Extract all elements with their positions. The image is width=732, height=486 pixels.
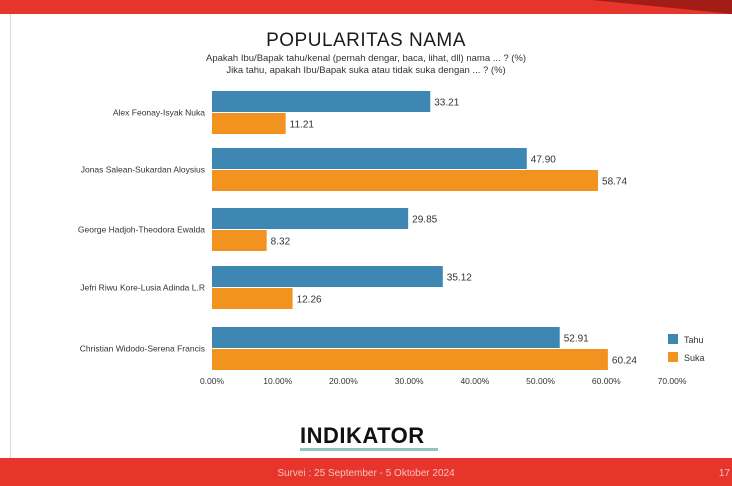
category-label: Alex Feonay-Isyak Nuka [113, 108, 205, 118]
chart-title: POPULARITAS NAMA [266, 30, 466, 51]
category-label: Jonas Salean-Sukardan Aloysius [81, 165, 205, 175]
page-number: 17 [718, 468, 730, 479]
question-likeability: Jika tahu, apakah Ibu/Bapak suka atau ti… [226, 65, 506, 76]
top-accent-bar [0, 0, 732, 14]
bar-suka [212, 113, 286, 134]
bar-tahu [212, 327, 560, 348]
bar-suka [212, 288, 293, 309]
logo-underline [300, 448, 438, 451]
value-label-suka: 11.21 [290, 120, 315, 131]
value-label-suka: 12.26 [297, 295, 322, 306]
x-tick-label: 20.00% [329, 376, 358, 386]
value-label-tahu: 29.85 [412, 215, 437, 226]
bar-chart: Alex Feonay-Isyak Nuka Jonas Salean-Sukar… [78, 91, 705, 386]
value-label-suka: 8.32 [271, 237, 291, 248]
value-label-tahu: 52.91 [564, 334, 589, 345]
legend-swatch-suka [668, 352, 678, 362]
top-accent-stripe [592, 0, 732, 14]
bar-suka [212, 230, 267, 251]
x-tick-label: 30.00% [395, 376, 424, 386]
value-label-tahu: 35.12 [447, 273, 472, 284]
bar-tahu [212, 208, 409, 229]
survey-date-footer: Survei : 25 September - 5 Oktober 2024 [277, 468, 455, 479]
slide-panel [10, 14, 732, 458]
legend-label-tahu: Tahu [684, 335, 704, 345]
x-tick-label: 10.00% [263, 376, 292, 386]
bar-suka [212, 170, 599, 191]
category-label: Christian Widodo-Serena Francis [80, 344, 205, 354]
x-tick-label: 0.00% [200, 376, 225, 386]
value-label-tahu: 33.21 [434, 98, 459, 109]
bottom-accent-bar [0, 458, 732, 486]
x-tick-label: 50.00% [526, 376, 555, 386]
x-tick-label: 70.00% [658, 376, 687, 386]
value-label-suka: 60.24 [612, 356, 637, 367]
x-tick-label: 60.00% [592, 376, 621, 386]
bar-tahu [212, 148, 527, 169]
value-label-tahu: 47.90 [531, 155, 556, 166]
legend-swatch-tahu [668, 334, 678, 344]
bar-suka [212, 349, 608, 370]
indikator-logo: INDIKATOR [300, 423, 425, 448]
bar-tahu [212, 91, 431, 112]
x-tick-label: 40.00% [460, 376, 489, 386]
category-label: George Hadjoh-Theodora Ewalda [78, 225, 205, 235]
legend-label-suka: Suka [684, 353, 705, 363]
question-awareness: Apakah Ibu/Bapak tahu/kenal (pernah deng… [205, 53, 527, 64]
bar-tahu [212, 266, 443, 287]
value-label-suka: 58.74 [602, 177, 627, 188]
category-label: Jefri Riwu Kore-Lusia Adinda L.R [80, 283, 205, 293]
